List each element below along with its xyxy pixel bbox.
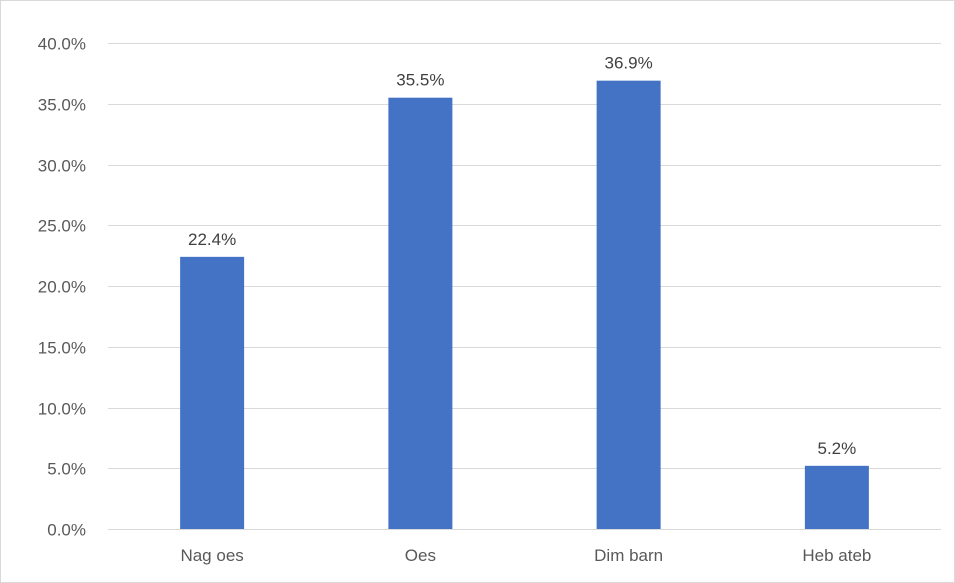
y-tick-label: 0.0% [47, 521, 86, 540]
x-tick-label: Heb ateb [802, 546, 871, 565]
gridlines [108, 43, 941, 530]
x-tick-label: Dim barn [594, 546, 663, 565]
bar [180, 256, 245, 529]
bar [804, 465, 869, 529]
y-tick-label: 30.0% [38, 157, 86, 176]
data-label: 35.5% [396, 71, 444, 90]
x-tick-label: Oes [405, 546, 436, 565]
data-label: 22.4% [188, 230, 236, 249]
y-axis-tick-labels: 0.0% 5.0% 10.0% 15.0% 20.0% 25.0% 30.0% 35.0% 40… [38, 35, 86, 540]
data-label: 5.2% [818, 439, 857, 458]
y-tick-label: 25.0% [38, 217, 86, 236]
bar [388, 97, 453, 530]
data-labels: 22.4% 35.5% 36.9% 5.2% [188, 54, 856, 458]
y-tick-label: 20.0% [38, 278, 86, 297]
y-tick-label: 15.0% [38, 339, 86, 358]
bar [596, 80, 661, 529]
y-tick-label: 10.0% [38, 400, 86, 419]
data-label: 36.9% [605, 54, 653, 73]
y-tick-label: 40.0% [38, 35, 86, 54]
y-tick-label: 5.0% [47, 460, 86, 479]
y-tick-label: 35.0% [38, 96, 86, 115]
x-axis-tick-labels: Nag oes Oes Dim barn Heb ateb [180, 546, 871, 565]
bars [180, 80, 869, 530]
x-tick-label: Nag oes [180, 546, 243, 565]
